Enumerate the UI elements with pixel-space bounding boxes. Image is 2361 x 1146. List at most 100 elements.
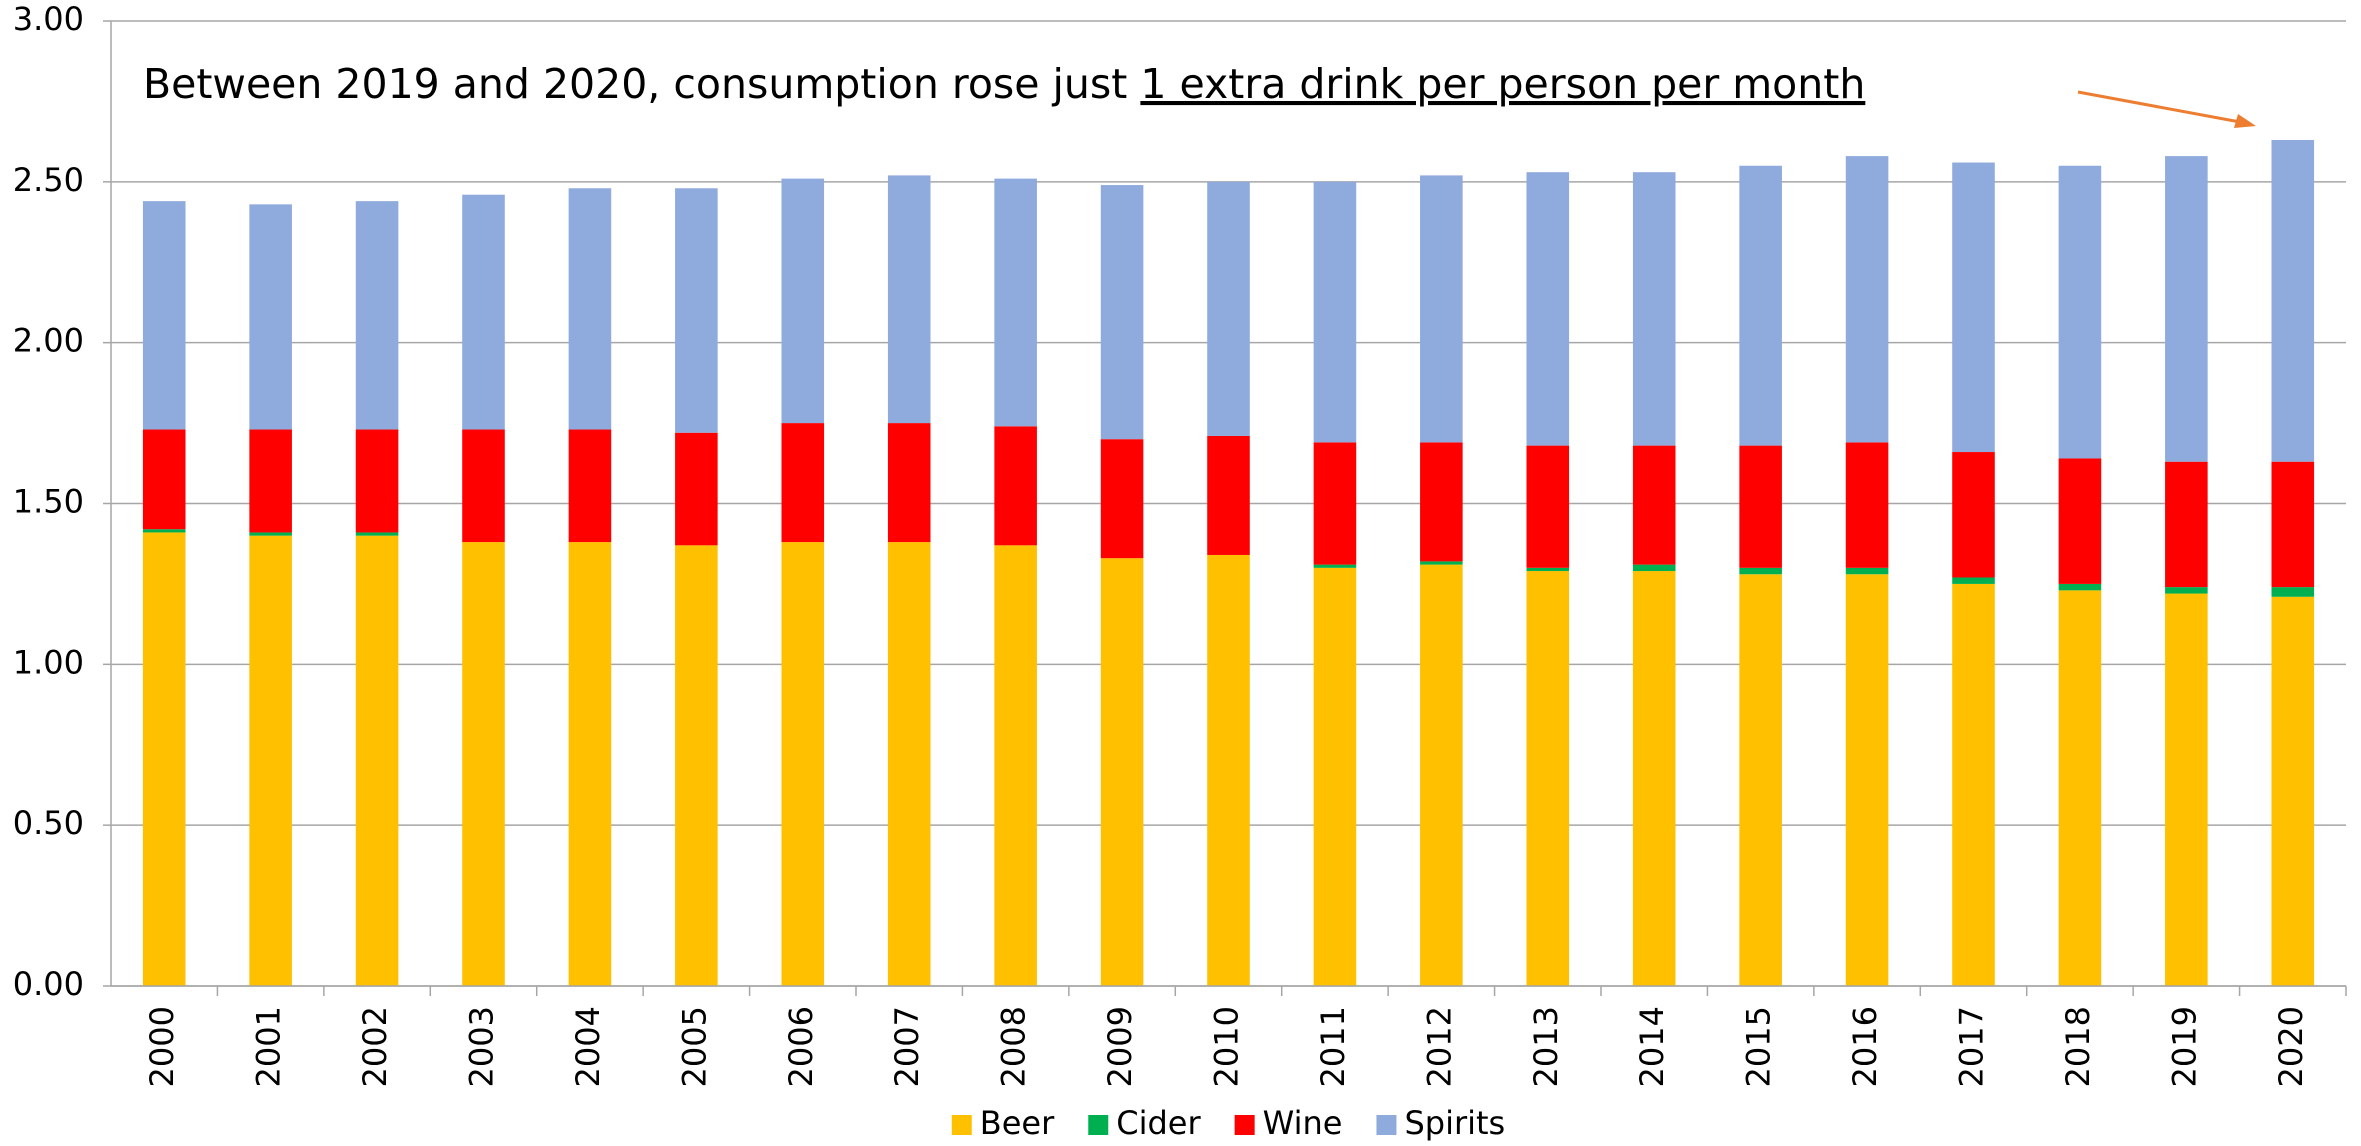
x-tick-label: 2016 (1846, 1006, 1884, 1087)
bar-segment (1952, 162, 1995, 453)
bar-segment (1100, 439, 1144, 559)
bar-segment (1313, 567, 1357, 986)
bar-segment (1420, 561, 1463, 565)
bar-segment (2165, 593, 2208, 986)
x-tick-label: 2002 (356, 1006, 394, 1087)
bar-segment (2271, 461, 2315, 588)
y-tick-label: 0.50 (13, 804, 84, 842)
bar-segment (355, 535, 399, 986)
y-tick-label: 1.00 (13, 643, 84, 681)
x-tick-label: 2018 (2059, 1006, 2097, 1087)
bar-segment (462, 429, 505, 543)
bar-segment (2058, 583, 2102, 591)
bar-segment (1100, 558, 1144, 986)
x-tick-label: 2010 (1208, 1006, 1246, 1087)
bar-segment (1313, 442, 1357, 565)
legend-swatch (951, 1115, 972, 1135)
bar-segment (2058, 590, 2102, 986)
bar-segment (2271, 140, 2315, 462)
annotation: Between 2019 and 2020, consumption rose … (143, 60, 1865, 108)
legend-swatch (1376, 1115, 1397, 1135)
bar-segment (249, 532, 292, 536)
x-tick-label: 2000 (143, 1006, 181, 1087)
bar-segment (675, 432, 718, 546)
bar-segment (1739, 567, 1782, 575)
bar-segment (1632, 564, 1676, 572)
bar-segment (887, 175, 931, 424)
bar-segment (142, 529, 186, 533)
bar-segment (1952, 577, 1995, 584)
bar-segment (2165, 587, 2208, 594)
bar-segment (1632, 571, 1676, 986)
bar-segment (1526, 571, 1570, 986)
bar-segment (1952, 583, 1995, 986)
legend-swatch (1234, 1115, 1255, 1135)
x-tick-label: 2013 (1527, 1006, 1565, 1087)
bar-segment (2165, 461, 2208, 588)
bar-segment (1739, 445, 1782, 568)
arrow (2077, 90, 2241, 124)
x-tick-label: 2005 (675, 1006, 713, 1087)
bar-segment (2058, 165, 2102, 459)
legend-label: Beer (980, 1104, 1055, 1142)
bar-segment (568, 429, 612, 543)
bar-segment (249, 429, 292, 533)
bar-segment (675, 188, 718, 433)
x-tick-label: 2020 (2272, 1006, 2310, 1087)
x-tick-label: 2008 (995, 1006, 1033, 1087)
y-tick-label: 2.50 (13, 161, 84, 199)
bar-segment (142, 532, 186, 986)
legend-label: Cider (1116, 1104, 1201, 1142)
bar-segment (1526, 567, 1570, 572)
bar-segment (1632, 172, 1676, 446)
bar-segment (1845, 156, 1889, 443)
bar-segment (1313, 181, 1357, 443)
bar-segment (1313, 564, 1357, 568)
x-tick-label: 2001 (250, 1006, 288, 1087)
bar-segment (1526, 445, 1570, 568)
x-tick-label: 2017 (1953, 1006, 1991, 1087)
bar-segment (1207, 181, 1250, 436)
bar-segment (568, 188, 612, 430)
bar-segment (887, 542, 931, 986)
x-tick-label: 2007 (888, 1006, 926, 1087)
bar-segment (1526, 172, 1570, 446)
annotation-emphasis: 1 extra drink per person per month (1140, 60, 1865, 108)
legend-label: Wine (1263, 1104, 1343, 1142)
x-tick-label: 2014 (1633, 1006, 1671, 1087)
bar-segment (462, 194, 505, 430)
bar-segment (1952, 452, 1995, 578)
bar-segment (2165, 156, 2208, 462)
bar-segment (1100, 185, 1144, 440)
x-tick-label: 2015 (1740, 1006, 1778, 1087)
x-tick-label: 2009 (1101, 1006, 1139, 1087)
bar-segment (1845, 574, 1889, 986)
y-tick-label: 3.00 (13, 0, 84, 38)
arrow-head (2234, 114, 2256, 128)
legend-swatch (1088, 1115, 1109, 1135)
annotation-text: Between 2019 and 2020, consumption rose … (143, 60, 1140, 108)
bar-segment (1207, 554, 1250, 986)
x-tick-label: 2003 (463, 1006, 501, 1087)
bar-segment (1420, 175, 1463, 443)
bar-segment (1845, 442, 1889, 568)
bar-segment (781, 178, 825, 424)
bar-segment (142, 201, 186, 430)
bar-segment (462, 542, 505, 986)
x-tick-label: 2019 (2165, 1006, 2203, 1087)
bar-segment (2058, 458, 2102, 584)
bar-segment (355, 429, 399, 533)
bar-segment (2271, 587, 2315, 597)
bar-segment (1420, 564, 1463, 986)
y-tick-label: 1.50 (13, 483, 84, 521)
bar-segment (781, 423, 825, 543)
legend: Beer Cider Wine Spirits (951, 1104, 1505, 1142)
y-tick-label: 2.00 (13, 322, 84, 360)
bar-segment (1739, 165, 1782, 446)
x-tick-label: 2004 (569, 1006, 607, 1087)
bar-segment (781, 542, 825, 986)
bar-segment (355, 201, 399, 430)
bar-segment (675, 545, 718, 986)
x-tick-label: 2011 (1314, 1006, 1352, 1087)
x-tick-label: 2012 (1420, 1006, 1458, 1087)
